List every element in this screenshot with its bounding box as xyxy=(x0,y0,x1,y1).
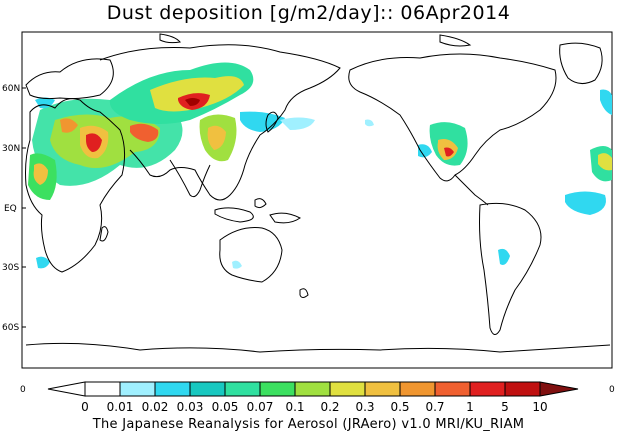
lat-label-30s: 30S xyxy=(2,263,19,273)
colorbar-tick-5: 0.07 xyxy=(247,400,274,414)
colorbar-tick-13: 10 xyxy=(532,400,547,414)
colorbar-right-arrow xyxy=(539,381,579,397)
colorbar-tick-12: 5 xyxy=(501,400,509,414)
colorbar-right-end-label: 0 xyxy=(609,385,615,395)
colorbar-tick-1: 0.01 xyxy=(107,400,134,414)
lat-label-30n: 30N xyxy=(2,144,20,154)
colorbar-tick-2: 0.02 xyxy=(142,400,169,414)
colorbar-left-arrow xyxy=(47,381,86,397)
colorbar: 0 0 0 0.01 0.02 0.03 0.05 0.07 0.1 0.2 0… xyxy=(20,381,615,414)
coastlines xyxy=(25,33,611,353)
colorbar-tick-6: 0.1 xyxy=(285,400,304,414)
colorbar-tick-0: 0 xyxy=(81,400,89,414)
lat-label-eq: EQ xyxy=(4,204,17,214)
colorbar-tick-4: 0.05 xyxy=(212,400,239,414)
map-title: Dust deposition [g/m2/day]:: 06Apr2014 xyxy=(106,2,511,24)
colorbar-left-end-label: 0 xyxy=(20,385,26,395)
colorbar-tick-7: 0.2 xyxy=(320,400,339,414)
map-frame xyxy=(21,31,613,369)
colorbar-tick-11: 1 xyxy=(466,400,474,414)
colorbar-tick-3: 0.03 xyxy=(177,400,204,414)
footer-credit: The Japanese Reanalysis for Aerosol (JRA… xyxy=(92,417,525,432)
colorbar-tick-9: 0.5 xyxy=(390,400,409,414)
lat-label-60n: 60N xyxy=(2,84,20,94)
dust-patches xyxy=(28,62,612,269)
lat-label-60s: 60S xyxy=(2,323,19,333)
colorbar-tick-10: 0.7 xyxy=(425,400,444,414)
colorbar-tick-8: 0.3 xyxy=(355,400,374,414)
latitude-labels: 60N 30N EQ 30S 60S xyxy=(2,84,26,333)
